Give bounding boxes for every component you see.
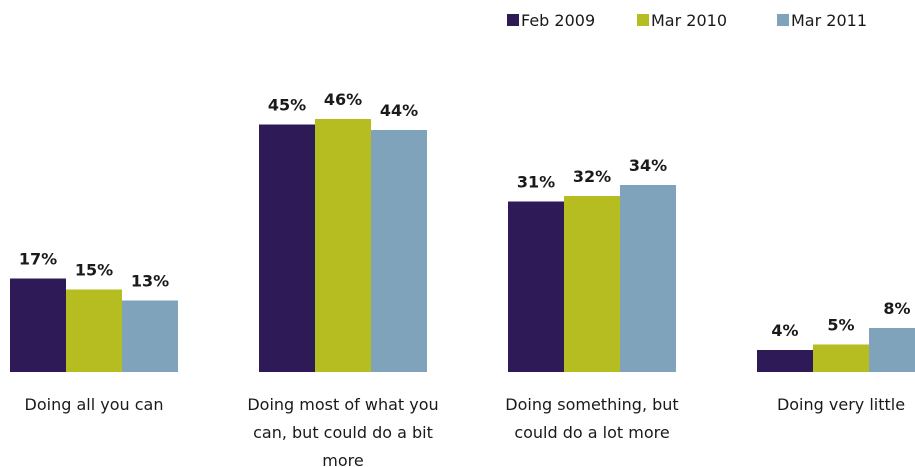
bar-4-feb-2009 [757,350,813,372]
bar-4-mar-2011 [869,328,915,372]
data-label: 5% [827,316,854,335]
legend-label: Mar 2010 [651,11,727,30]
bar-3-feb-2009 [508,201,564,372]
data-label: 44% [380,101,418,120]
data-label: 4% [771,321,798,340]
legend-swatch [507,14,519,26]
bar-2-mar-2010 [315,119,371,372]
data-label: 46% [324,90,362,109]
bar-3-mar-2011 [620,185,676,372]
legend-label: Feb 2009 [521,11,595,30]
legend-swatch [777,14,789,26]
category-label: Doing something, but [505,395,678,414]
bar-2-mar-2011 [371,130,427,372]
data-label: 31% [517,173,555,192]
legend-swatch [637,14,649,26]
category-label: Doing very little [777,395,905,414]
data-label: 32% [573,167,611,186]
bars-group [10,119,915,372]
bar-3-mar-2010 [564,196,620,372]
legend-label: Mar 2011 [791,11,867,30]
data-label: 34% [629,156,667,175]
category-label: can, but could do a bit [253,423,433,442]
chart-legend: Feb 2009 Mar 2010 Mar 2011 [507,11,867,30]
data-labels-group: 17% 15% 13% 45% 46% 44% 31% 32% 34% 4% 5% 8% [19,90,911,340]
data-label: 17% [19,250,57,269]
bar-1-feb-2009 [10,278,66,372]
bar-4-mar-2010 [813,344,869,372]
category-labels-group: Doing all you can Doing most of what you c… [25,395,906,467]
category-label: Doing all you can [25,395,164,414]
category-label: Doing most of what you [247,395,438,414]
category-label: could do a lot more [514,423,669,442]
bar-2-feb-2009 [259,124,315,372]
data-label: 13% [131,272,169,291]
data-label: 45% [268,96,306,115]
data-label: 8% [883,299,910,318]
bar-1-mar-2011 [122,300,178,372]
data-label: 15% [75,261,113,280]
category-label: more [322,451,363,467]
bar-1-mar-2010 [66,289,122,372]
